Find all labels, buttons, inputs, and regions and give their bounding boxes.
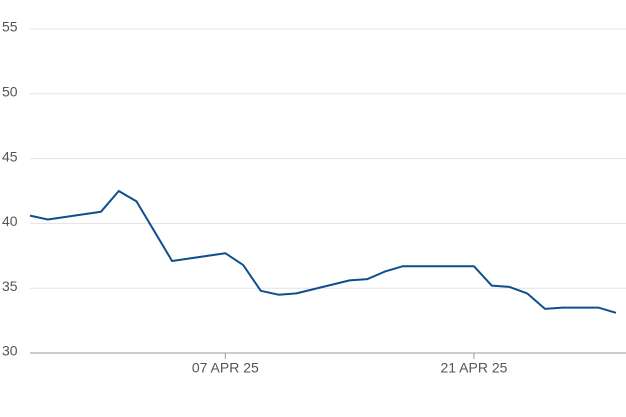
x-tick-label: 21 APR 25 [440,360,507,376]
x-tick-label: 07 APR 25 [192,360,259,376]
y-tick-label: 40 [2,213,18,229]
y-tick-label: 55 [2,19,18,35]
y-tick-label: 50 [2,84,18,100]
y-tick-label: 45 [2,148,18,164]
y-tick-label: 30 [2,343,18,359]
data-line [29,190,617,314]
y-tick-label: 35 [2,278,18,294]
